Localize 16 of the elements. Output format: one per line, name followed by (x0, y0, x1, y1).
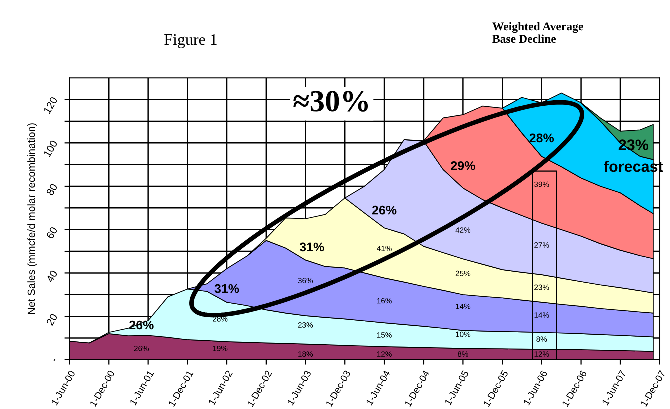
annotation: 26% (372, 206, 397, 215)
annotation: 28% (530, 134, 554, 143)
chart-title: Figure 1 (164, 34, 217, 48)
annotation: 31% (300, 242, 324, 252)
y-axis-title: Net Sales (mmcfe/d molar recombination) (28, 124, 38, 314)
annotation: 31% (214, 284, 240, 294)
y-tick-label: - (54, 358, 56, 362)
annotation: 29% (451, 162, 476, 170)
y-tick-label: 80 (46, 183, 58, 196)
y-tick-label: 100 (43, 140, 58, 158)
y-tick-label: 60 (46, 226, 58, 240)
y-tick-label: 120 (43, 96, 58, 114)
y-tick-label: 20 (46, 313, 58, 326)
chart-subtitle: Weighted Average Base Decline (492, 22, 584, 44)
y-tick-label: 40 (46, 270, 58, 284)
annotation: ≈30% (294, 91, 368, 112)
